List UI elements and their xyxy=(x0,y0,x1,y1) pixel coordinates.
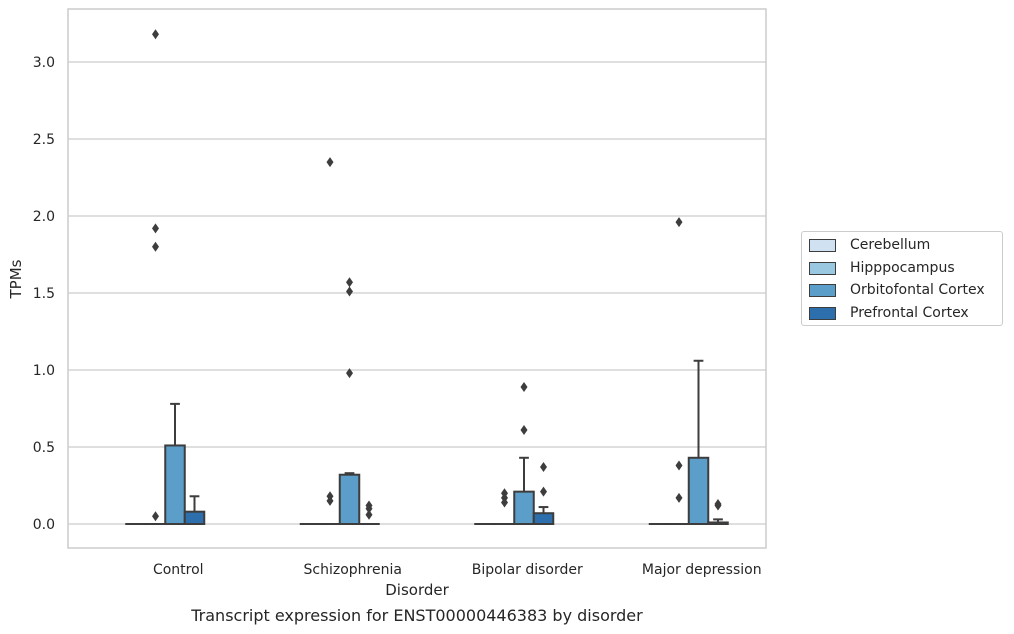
x-tick-label: Control xyxy=(153,562,204,578)
y-tick-label: 0.0 xyxy=(33,517,55,533)
box-body-orbitofontal-cortex-schizophrenia xyxy=(338,473,361,525)
legend-item-hippocampus: Hipppocampus xyxy=(809,258,955,278)
outlier-layer xyxy=(152,29,722,522)
outlier-point xyxy=(501,497,508,508)
outlier-point xyxy=(346,277,353,288)
outlier-point xyxy=(346,286,353,297)
legend-item-orbitofrontal: Orbitofontal Cortex xyxy=(809,280,985,300)
x-tick-label: Schizophrenia xyxy=(304,562,402,578)
legend-label-orbitofrontal: Orbitofontal Cortex xyxy=(850,282,985,298)
legend-item-prefrontal: Prefrontal Cortex xyxy=(809,303,969,323)
legend-swatch-cerebellum xyxy=(809,238,836,252)
box-prefrontal-cortex-bipolar-disorder xyxy=(532,506,555,525)
plot-frame xyxy=(67,8,767,549)
legend-swatch-hippocampus xyxy=(809,261,836,275)
outlier-point xyxy=(152,511,159,522)
outlier-point xyxy=(365,503,373,514)
outlier-point xyxy=(675,492,683,503)
legend-label-hippocampus: Hipppocampus xyxy=(850,260,955,276)
x-axis-title: Disorder xyxy=(385,581,449,599)
outlier-point xyxy=(675,217,683,228)
legend: Cerebellum Hipppocampus Orbitofontal Cor… xyxy=(801,231,1003,326)
outlier-point xyxy=(520,425,528,436)
legend-label-cerebellum: Cerebellum xyxy=(850,237,931,253)
box-orbitofontal-cortex-bipolar-disorder xyxy=(513,456,535,526)
x-tick-label: Bipolar disorder xyxy=(472,562,583,578)
y-tick-labels: 0.0 0.5 1.0 1.5 2.0 2.5 3.0 xyxy=(33,55,55,533)
box-body-prefrontal-cortex-bipolar-disorder xyxy=(532,512,555,525)
outlier-point xyxy=(152,241,159,252)
legend-swatch-prefrontal xyxy=(809,306,836,320)
x-tick-label: Major depression xyxy=(642,562,762,578)
y-tick-label: 0.5 xyxy=(33,440,55,456)
x-tick-labels: Control Schizophrenia Bipolar disorder Majo… xyxy=(153,562,762,578)
outlier-point xyxy=(540,462,547,473)
box-orbitofontal-cortex-control xyxy=(164,402,186,525)
outlier-point xyxy=(675,460,683,471)
outlier-point xyxy=(152,29,159,40)
y-tick-label: 1.0 xyxy=(33,363,55,379)
outlier-point xyxy=(326,157,334,168)
box-prefrontal-cortex-control xyxy=(183,495,206,525)
outlier-point xyxy=(365,509,373,520)
box-body-prefrontal-cortex-control xyxy=(183,510,206,525)
box-body-orbitofontal-cortex-bipolar-disorder xyxy=(513,490,535,526)
outlier-point xyxy=(346,368,353,379)
outlier-point xyxy=(540,486,547,497)
legend-item-cerebellum: Cerebellum xyxy=(809,235,930,255)
legend-label-prefrontal: Prefrontal Cortex xyxy=(850,305,969,321)
box-body-orbitofontal-cortex-major-depression xyxy=(687,456,710,525)
y-tick-label: 2.0 xyxy=(33,209,55,225)
outlier-point xyxy=(326,495,334,506)
box-layer xyxy=(125,359,729,526)
box-body-orbitofontal-cortex-control xyxy=(164,444,186,525)
y-tick-label: 3.0 xyxy=(33,55,55,71)
legend-swatch-orbitofrontal xyxy=(809,283,836,297)
figure-caption: Transcript expression for ENST0000044638… xyxy=(191,606,643,625)
box-prefrontal-cortex-major-depression xyxy=(707,518,729,526)
box-orbitofontal-cortex-major-depression xyxy=(687,359,710,525)
y-axis-title: TPMs xyxy=(7,259,25,299)
y-tick-label: 2.5 xyxy=(33,132,55,148)
y-tick-label: 1.5 xyxy=(33,286,55,302)
outlier-point xyxy=(714,500,722,511)
outlier-point xyxy=(520,381,528,392)
outlier-point xyxy=(152,223,159,234)
box-orbitofontal-cortex-schizophrenia xyxy=(338,472,361,525)
